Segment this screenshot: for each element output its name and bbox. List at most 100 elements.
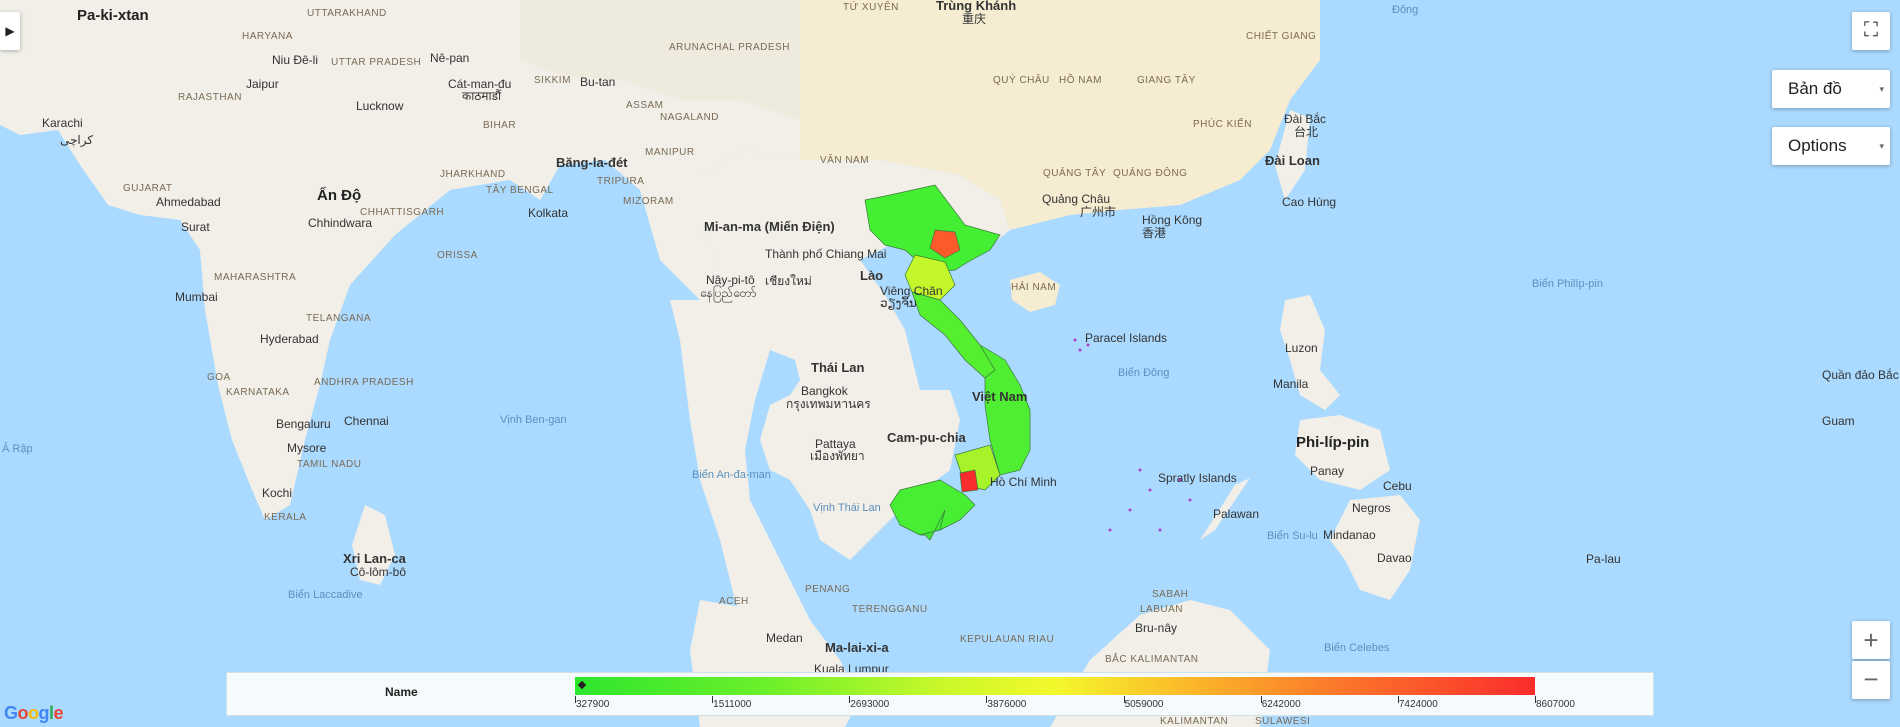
label-mizoram: MIZORAM <box>623 196 674 207</box>
label-script-guangzhou: 广州市 <box>1080 204 1116 219</box>
zoom-out-button[interactable]: − <box>1852 661 1890 699</box>
label-sri-lanka: Xri Lan-ca <box>343 551 407 566</box>
label-cebu: Cebu <box>1383 479 1412 493</box>
label-sulu-sea: Biển Su-lu <box>1267 530 1318 542</box>
label-tripura: TRIPURA <box>597 176 644 187</box>
label-guangdong: QUẢNG ĐÔNG <box>1113 166 1187 179</box>
label-manipur: MANIPUR <box>645 147 695 158</box>
label-gujarat: GUJARAT <box>123 183 172 194</box>
label-palawan: Palawan <box>1213 507 1259 521</box>
label-nagaland: NAGALAND <box>660 112 719 123</box>
label-ho-chi-minh: Hồ Chí Minh <box>990 475 1057 489</box>
label-panay: Panay <box>1310 464 1344 478</box>
label-mysore: Mysore <box>287 441 327 455</box>
legend-name: Name <box>385 685 418 699</box>
land-indochina <box>670 150 1010 727</box>
google-logo[interactable]: Google <box>4 703 64 723</box>
label-zhejiang: CHIẾT GIANG <box>1246 29 1316 42</box>
label-north-kalimantan: BẮC KALIMANTAN <box>1105 652 1199 665</box>
label-script-chiang-mai: เชียงใหม่ <box>765 274 812 288</box>
legend-tick <box>712 696 714 703</box>
label-vientiane: Viêng Chăn <box>880 284 943 298</box>
land-palawan <box>1200 478 1250 540</box>
label-luzon: Luzon <box>1285 341 1318 355</box>
label-script-vientiane: ວຽງຈັນ <box>880 296 917 310</box>
chevron-down-icon: ▾ <box>1879 84 1884 94</box>
label-naypyidaw: Nây-pi-tô <box>706 273 755 287</box>
label-new-delhi: Niu Đê-li <box>272 53 318 67</box>
label-philippines: Phi-líp-pin <box>1296 434 1369 451</box>
region-central[interactable] <box>979 344 1031 476</box>
label-brunei: Bru-nây <box>1135 621 1177 635</box>
legend-tick <box>1397 696 1399 703</box>
label-cambodia: Cam-pu-chia <box>887 430 967 445</box>
label-malaysia: Ma-lai-xi-a <box>825 640 889 655</box>
land-philippines-mindanao <box>1330 495 1420 600</box>
paracel-islands-marks <box>1073 338 1090 352</box>
options-select[interactable]: Options ▾ <box>1772 127 1890 165</box>
legend-tick-label: 3876000 <box>987 699 1027 710</box>
label-philippine-sea: Biển Philíp-pin <box>1532 278 1603 290</box>
label-kochi: Kochi <box>262 486 292 500</box>
region-ca-mau[interactable] <box>919 509 946 541</box>
label-haryana: HARYANA <box>242 31 293 42</box>
land-hainan <box>1010 272 1060 312</box>
expand-panel-button[interactable]: ▶ <box>0 12 20 50</box>
label-script-karachi: کراچی <box>60 133 93 147</box>
label-sichuan: TỨ XUYÊN <box>843 0 899 13</box>
label-manila: Manila <box>1273 377 1309 391</box>
label-telangana: TELANGANA <box>306 313 371 324</box>
label-east-sea: Đông <box>1392 4 1418 16</box>
region-hanoi[interactable] <box>929 229 961 259</box>
legend-tick <box>986 696 988 703</box>
label-guangzhou: Quảng Châu <box>1042 192 1110 206</box>
label-andaman-sea: Biển An-đa-man <box>692 469 771 481</box>
label-chhindwara: Chhindwara <box>308 216 372 230</box>
label-gulf-of-thailand: Vịnh Thái Lan <box>813 502 881 514</box>
legend-gradient <box>575 677 1535 695</box>
label-chiang-mai: Thành phố Chiang Mai <box>765 247 886 261</box>
label-aceh: ACEH <box>719 596 749 607</box>
label-bihar: BIHAR <box>483 120 516 131</box>
land-china <box>800 0 1320 230</box>
label-uttarakhand: UTTARAKHAND <box>307 8 387 19</box>
legend-tick <box>849 696 851 703</box>
label-negros: Negros <box>1352 501 1391 515</box>
label-celebes-sea: Biển Celebes <box>1324 642 1390 654</box>
label-hunan: HỒ NAM <box>1059 73 1102 86</box>
legend-tick <box>1535 696 1536 703</box>
region-north-vietnam[interactable] <box>864 184 1001 273</box>
label-palau: Pa-lau <box>1586 552 1621 566</box>
label-assam: ASSAM <box>626 100 664 111</box>
label-tamil-nadu: TAMIL NADU <box>297 459 361 470</box>
label-maharashtra: MAHARASHTRA <box>214 272 296 283</box>
fullscreen-icon: ⛶ <box>1864 19 1878 41</box>
region-mekong-delta[interactable] <box>889 479 976 536</box>
label-laccadive-sea: Biển Laccadive <box>288 589 363 601</box>
label-lucknow: Lucknow <box>356 99 404 113</box>
label-sabah: SABAH <box>1152 589 1188 600</box>
zoom-in-button[interactable]: + <box>1852 621 1890 659</box>
legend-tick-label: 5059000 <box>1124 699 1164 710</box>
label-guizhou: QUÝ CHÂU <box>993 73 1050 86</box>
legend-tick <box>1123 696 1125 703</box>
label-karachi: Karachi <box>42 116 83 130</box>
label-india: Ấn Độ <box>317 187 361 204</box>
label-script-hong-kong: 香港 <box>1142 226 1166 240</box>
legend-tick-label: 2693000 <box>850 699 890 710</box>
fullscreen-button[interactable]: ⛶ <box>1852 12 1890 50</box>
label-script-bangkok: กรุงเทพมหานคร <box>786 397 871 412</box>
vietnam-choropleth[interactable] <box>864 184 1031 541</box>
spratly-islands-marks <box>1108 468 1192 532</box>
label-hainan: HẢI NAM <box>1011 280 1056 293</box>
region-ho-chi-minh[interactable] <box>959 469 979 493</box>
label-arabian-sea: Ả Rập <box>2 442 33 455</box>
label-pattaya: Pattaya <box>815 437 856 451</box>
label-nepal: Nê-pan <box>430 51 469 65</box>
label-bengaluru: Bengaluru <box>276 417 331 431</box>
label-script-naypyidaw: နေပြည်တော် <box>700 284 756 303</box>
label-paracel-islands: Paracel Islands <box>1085 331 1167 345</box>
map-type-select[interactable]: Bản đồ ▾ <box>1772 70 1890 108</box>
region-central-north[interactable] <box>911 291 996 379</box>
